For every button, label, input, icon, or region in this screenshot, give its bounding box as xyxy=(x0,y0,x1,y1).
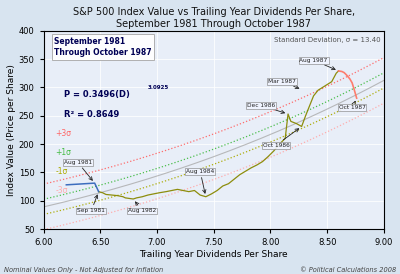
Title: S&P 500 Index Value vs Trailing Year Dividends Per Share,
September 1981 Through: S&P 500 Index Value vs Trailing Year Div… xyxy=(73,7,355,28)
Y-axis label: Index Value (Price per Share): Index Value (Price per Share) xyxy=(7,64,16,196)
Text: Standard Deviation, σ = 13.40: Standard Deviation, σ = 13.40 xyxy=(274,37,380,43)
Text: Sep 1981: Sep 1981 xyxy=(77,195,105,213)
X-axis label: Trailing Year Dividends Per Share: Trailing Year Dividends Per Share xyxy=(140,250,288,259)
Text: September 1981
Through October 1987: September 1981 Through October 1987 xyxy=(54,37,152,58)
Text: Aug 1984: Aug 1984 xyxy=(186,169,214,193)
Text: Mar 1987: Mar 1987 xyxy=(268,79,299,89)
Text: 3.0925: 3.0925 xyxy=(147,85,169,90)
Text: Oct 1986: Oct 1986 xyxy=(263,129,299,148)
Text: Aug 1981: Aug 1981 xyxy=(64,160,92,180)
Text: -3σ: -3σ xyxy=(56,186,68,195)
Text: Oct 1987: Oct 1987 xyxy=(339,101,366,110)
Text: Aug 1982: Aug 1982 xyxy=(128,202,156,213)
Text: +3σ: +3σ xyxy=(56,129,72,138)
Text: R² = 0.8649: R² = 0.8649 xyxy=(64,110,119,119)
Text: Dec 1986: Dec 1986 xyxy=(247,103,284,113)
Text: © Political Calculations 2008: © Political Calculations 2008 xyxy=(300,267,396,273)
Text: P = 0.3496(D): P = 0.3496(D) xyxy=(64,90,130,99)
Text: Aug 1987: Aug 1987 xyxy=(300,58,335,70)
Text: -1σ: -1σ xyxy=(56,167,68,176)
Text: Nominal Values Only - Not Adjusted for Inflation: Nominal Values Only - Not Adjusted for I… xyxy=(4,267,163,273)
Text: +1σ: +1σ xyxy=(56,148,72,157)
